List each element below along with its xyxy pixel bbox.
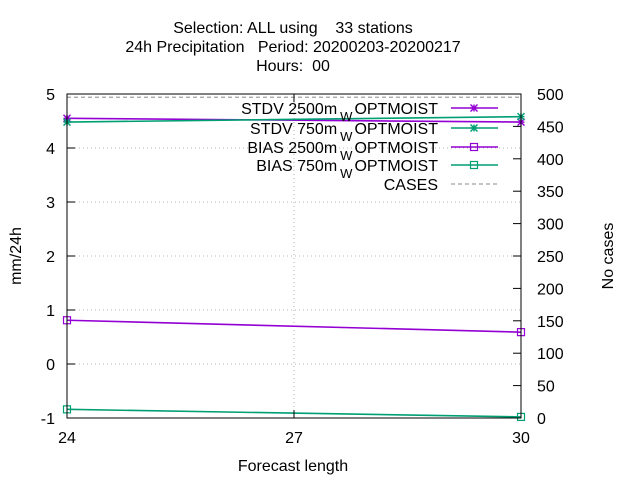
legend-marker bbox=[470, 104, 478, 112]
x-axis-label: Forecast length bbox=[238, 458, 348, 475]
legend-label-sub: W bbox=[340, 166, 353, 181]
y2-tick-label: 50 bbox=[537, 379, 555, 396]
legend-label: STDV 750m W OPTMOIST bbox=[250, 121, 438, 144]
y2-tick-label: 150 bbox=[537, 314, 564, 331]
legend-label: BIAS 2500m W OPTMOIST bbox=[247, 140, 438, 163]
y2-tick-label: 300 bbox=[537, 217, 564, 234]
y-tick-label: 5 bbox=[46, 87, 55, 104]
y2-tick-label: 400 bbox=[537, 152, 564, 169]
x-tick-label: 27 bbox=[285, 430, 303, 447]
y-tick-label: -1 bbox=[41, 411, 55, 428]
legend-label-main: BIAS 2500m bbox=[247, 140, 337, 157]
series-2 bbox=[62, 316, 526, 337]
legend-entry-1: STDV 750m W OPTMOIST bbox=[250, 121, 498, 144]
legend-entry-2: BIAS 2500m W OPTMOIST bbox=[247, 140, 498, 163]
series-line bbox=[66, 115, 522, 123]
legend-label: CASES bbox=[384, 177, 438, 194]
ticks: -101234505010015020025030035040045050024… bbox=[41, 87, 564, 447]
series-line bbox=[66, 319, 522, 333]
legend-marker bbox=[470, 124, 478, 132]
legend-marker bbox=[469, 142, 479, 152]
legend-label: STDV 2500m W OPTMOIST bbox=[241, 101, 438, 124]
y-tick-label: 3 bbox=[46, 195, 55, 212]
y2-tick-label: 500 bbox=[537, 87, 564, 104]
legend-entry-0: STDV 2500m W OPTMOIST bbox=[241, 101, 498, 124]
legend-entry-3: BIAS 750m W OPTMOIST bbox=[256, 158, 498, 181]
legend-label-suffix: OPTMOIST bbox=[354, 121, 438, 138]
chart-title-line-2: 24h Precipitation Period: 20200203-20200… bbox=[125, 39, 460, 56]
y-tick-label: 2 bbox=[46, 249, 55, 266]
y-axis-label: mm/24h bbox=[8, 227, 25, 285]
legend-marker-part bbox=[470, 124, 478, 132]
chart-title-line-1: Selection: ALL using 33 stations bbox=[173, 20, 413, 37]
legend-label-main: STDV 750m bbox=[250, 121, 337, 138]
y-tick-label: 0 bbox=[46, 357, 55, 374]
y2-tick-label: 450 bbox=[537, 119, 564, 136]
y2-tick-label: 200 bbox=[537, 281, 564, 298]
legend-entry-4: CASES bbox=[384, 177, 498, 194]
y2-tick-label: 100 bbox=[537, 346, 564, 363]
chart-title-line-3: Hours: 00 bbox=[256, 58, 330, 75]
y-tick-label: 4 bbox=[46, 141, 55, 158]
legend-label-main: BIAS 750m bbox=[256, 158, 337, 175]
legend-label-sub: W bbox=[340, 109, 353, 124]
y2-tick-label: 350 bbox=[537, 184, 564, 201]
y2-tick-label: 250 bbox=[537, 249, 564, 266]
legend-label-suffix: OPTMOIST bbox=[354, 158, 438, 175]
x-tick-label: 24 bbox=[58, 430, 76, 447]
legend-label-suffix: OPTMOIST bbox=[354, 101, 438, 118]
y-tick-label: 1 bbox=[46, 303, 55, 320]
x-tick-label: 30 bbox=[512, 430, 530, 447]
series-line bbox=[66, 117, 522, 123]
legend-label-suffix: OPTMOIST bbox=[354, 140, 438, 157]
legend-marker bbox=[469, 160, 479, 170]
y2-axis-label: No cases bbox=[600, 223, 617, 290]
legend-marker-part bbox=[470, 104, 478, 112]
y2-tick-label: 0 bbox=[537, 411, 546, 428]
legend-label-sub: W bbox=[340, 148, 353, 163]
legend-label-sub: W bbox=[340, 129, 353, 144]
legend-label: BIAS 750m W OPTMOIST bbox=[256, 158, 438, 181]
legend-label-main: STDV 2500m bbox=[241, 101, 337, 118]
